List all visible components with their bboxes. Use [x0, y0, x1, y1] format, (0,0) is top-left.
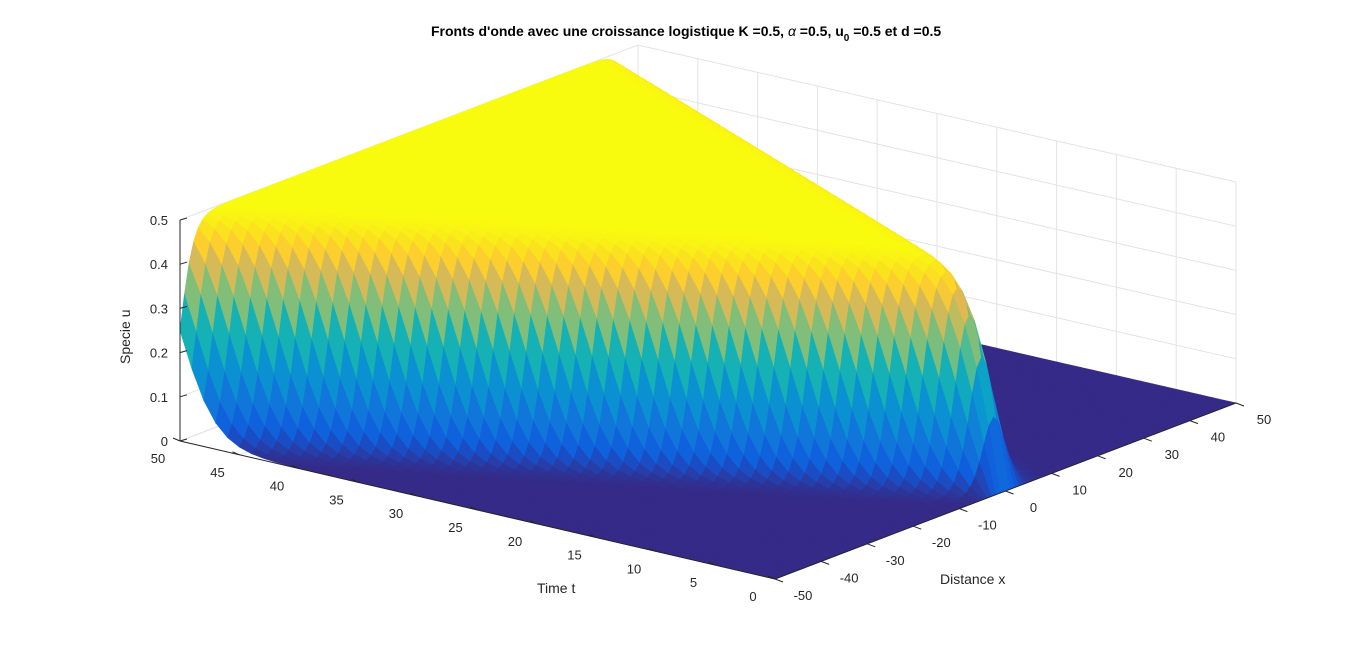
surface-chart: 00.10.20.30.40.505101520253035404550-50-… — [0, 0, 1366, 651]
